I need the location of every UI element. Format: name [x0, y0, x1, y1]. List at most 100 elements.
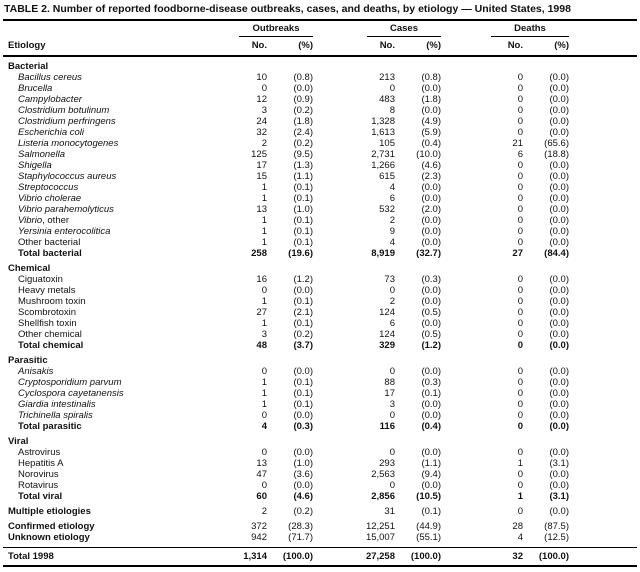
deaths-no-cell: 0 — [517, 274, 523, 285]
deaths-no-cell: 0 — [517, 105, 523, 116]
table-row: Vibrio, other 1 (0.1) 2 (0.0) 0 (0.0) — [3, 215, 637, 226]
cases-no-cell: 2,563 — [371, 469, 395, 480]
outbreaks-pct-cell: (2.1) — [293, 307, 313, 318]
deaths-no-header: No. — [441, 37, 523, 57]
cases-pct-cell: (1.8) — [421, 94, 441, 105]
deaths-no-cell: 0 — [517, 127, 523, 138]
cases-pct-cell: (0.4) — [421, 138, 441, 149]
outbreaks-no-cell: 16 — [256, 274, 267, 285]
cases-no-cell: 17 — [384, 388, 395, 399]
etiology-label-italic: Cyclospora cayetanensis — [18, 388, 124, 399]
table-row: Trichinella spiralis 0 (0.0) 0 (0.0) 0 (… — [3, 410, 637, 421]
cases-no-header: No. — [313, 37, 395, 57]
outbreaks-pct-cell: (0.0) — [293, 480, 313, 491]
deaths-no-cell: 0 — [517, 193, 523, 204]
row-tail-cell — [569, 318, 637, 329]
deaths-no-cell: 0 — [517, 366, 523, 377]
deaths-no-cell: 0 — [517, 447, 523, 458]
table-row: Total 1998 1,314 (100.0) 27,258 (100.0) … — [3, 547, 637, 566]
row-tail-cell — [569, 532, 637, 548]
outbreaks-no-cell: 1 — [261, 215, 267, 226]
deaths-pct-cell: (0.0) — [549, 171, 569, 182]
cases-pct-cell: (0.0) — [421, 215, 441, 226]
etiology-label-italic: Clostridium botulinum — [18, 105, 110, 116]
outbreaks-no-cell: 60 — [256, 491, 267, 502]
row-tail-cell — [569, 469, 637, 480]
cases-pct-cell — [395, 432, 441, 447]
deaths-no-cell: 1 — [517, 491, 523, 502]
etiology-label-italic: Streptococcus — [18, 182, 79, 193]
outbreaks-no-cell: 0 — [261, 366, 267, 377]
outbreaks-no-cell: 1 — [261, 182, 267, 193]
row-tail-cell — [569, 94, 637, 105]
etiology-label-text: Ciguatoxin — [18, 274, 63, 285]
table-row: Total chemical 48 (3.7) 329 (1.2) 0 (0.0… — [3, 340, 637, 351]
cases-no-cell: 2,856 — [371, 491, 395, 502]
cases-pct-cell — [395, 351, 441, 366]
row-tail-cell — [569, 182, 637, 193]
deaths-no-cell: 0 — [517, 72, 523, 83]
table-row: Vibrio cholerae 1 (0.1) 6 (0.0) 0 (0.0) — [3, 193, 637, 204]
cases-pct-cell: (0.8) — [421, 72, 441, 83]
outbreaks-no-cell: 12 — [256, 94, 267, 105]
etiology-label-italic: Listeria monocytogenes — [18, 138, 119, 149]
etiology-label-italic: Brucella — [18, 83, 53, 94]
table-row: Confirmed etiology 372 (28.3) 12,251 (44… — [3, 517, 637, 532]
outbreaks-no-cell: 1 — [261, 388, 267, 399]
cases-no-cell: 329 — [379, 340, 395, 351]
row-tail-cell — [569, 127, 637, 138]
etiology-cell: Cryptosporidium parvum — [3, 377, 239, 388]
table-row: Bacillus cereus 10 (0.8) 213 (0.8) 0 (0.… — [3, 72, 637, 83]
etiology-label-italic: Vibrio — [18, 215, 43, 226]
etiology-label-italic: Shigella — [18, 160, 52, 171]
table-row: Staphylococcus aureus 15 (1.1) 615 (2.3)… — [3, 171, 637, 182]
outbreaks-no-cell: 1 — [261, 193, 267, 204]
row-tail-cell — [569, 329, 637, 340]
deaths-no-cell — [441, 432, 523, 447]
deaths-no-cell: 1 — [517, 458, 523, 469]
deaths-pct-cell: (0.0) — [549, 274, 569, 285]
cases-pct-header: (%) — [395, 37, 441, 57]
cases-pct-cell: (100.0) — [395, 547, 441, 566]
outbreaks-no-cell: 13 — [256, 458, 267, 469]
table-row: Cryptosporidium parvum 1 (0.1) 88 (0.3) … — [3, 377, 637, 388]
cases-no-cell: 1,613 — [371, 127, 395, 138]
outbreaks-pct-cell: (0.1) — [293, 215, 313, 226]
cases-pct-cell: (0.0) — [421, 399, 441, 410]
deaths-pct-cell: (0.0) — [549, 94, 569, 105]
row-tail-cell — [569, 160, 637, 171]
etiology-label-text: Shellfish toxin — [18, 318, 77, 329]
deaths-pct-cell: (0.0) — [549, 318, 569, 329]
deaths-pct-cell: (0.0) — [549, 116, 569, 127]
table-row: Giardia intestinalis 1 (0.1) 3 (0.0) 0 (… — [3, 399, 637, 410]
outbreaks-pct-cell: (71.7) — [288, 532, 313, 543]
cases-pct-cell: (0.0) — [421, 226, 441, 237]
cases-pct-cell: (10.0) — [416, 149, 441, 160]
cases-no-cell: 124 — [379, 329, 395, 340]
table-row: Unknown etiology 942 (71.7) 15,007 (55.1… — [3, 532, 637, 548]
cases-no-cell: 8 — [389, 105, 395, 116]
etiology-cell: Astrovirus — [3, 447, 239, 458]
cases-no-cell: 6 — [389, 193, 395, 204]
deaths-pct-cell: (3.1) — [549, 491, 569, 502]
outbreaks-pct-cell: (0.1) — [293, 193, 313, 204]
deaths-pct-cell: (0.0) — [549, 215, 569, 226]
cases-pct-cell: (0.0) — [421, 410, 441, 421]
cases-no-cell: 0 — [389, 366, 395, 377]
cases-no-cell: 116 — [379, 421, 395, 432]
table-row: Total viral 60 (4.6) 2,856 (10.5) 1 (3.1… — [3, 491, 637, 502]
cases-pct-cell — [395, 259, 441, 274]
deaths-no-cell — [441, 351, 523, 366]
cases-no-cell: 15,007 — [365, 532, 395, 543]
deaths-pct-cell: (0.0) — [549, 421, 569, 432]
cases-no-cell — [313, 432, 395, 447]
row-tail-cell — [569, 72, 637, 83]
table-row: Listeria monocytogenes 2 (0.2) 105 (0.4)… — [3, 138, 637, 149]
deaths-pct-cell: (0.0) — [549, 72, 569, 83]
column-group-header-row: Outbreaks Cases Deaths — [3, 21, 637, 37]
deaths-no-cell: 0 — [517, 83, 523, 94]
cases-no-cell: 31 — [384, 506, 395, 517]
table-row: Total parasitic 4 (0.3) 116 (0.4) 0 (0.0… — [3, 421, 637, 432]
outbreaks-pct-cell: (9.5) — [293, 149, 313, 160]
